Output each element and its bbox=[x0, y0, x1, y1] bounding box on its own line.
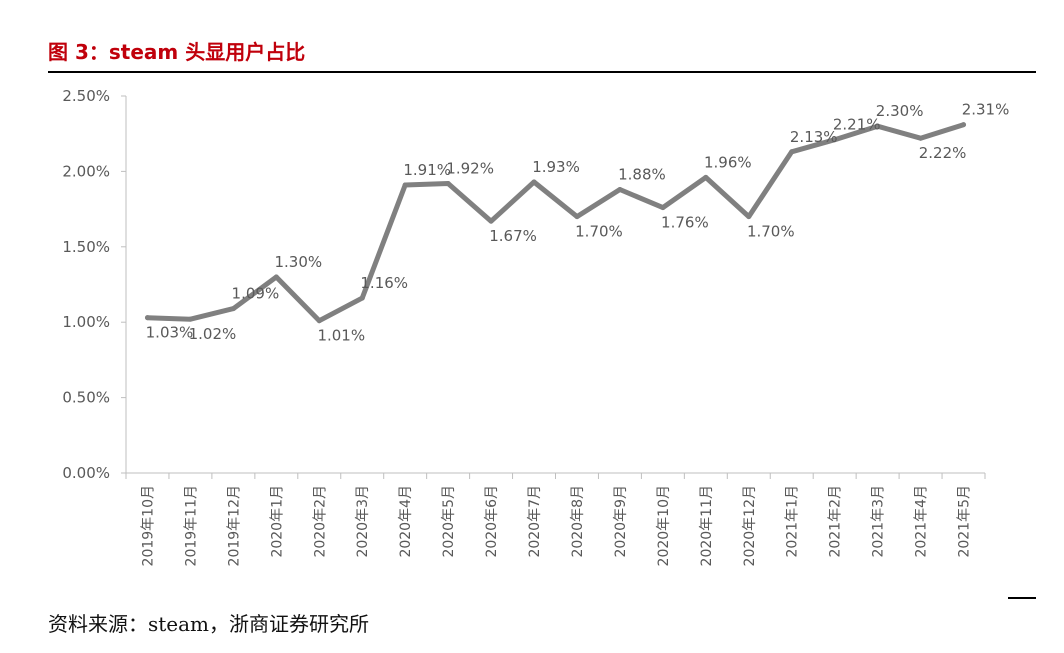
data-label: 1.93% bbox=[532, 158, 580, 176]
data-label: 1.02% bbox=[189, 325, 237, 343]
data-point bbox=[789, 149, 795, 155]
data-point bbox=[617, 186, 623, 192]
x-tick-label: 2019年11月 bbox=[183, 485, 199, 566]
data-point bbox=[273, 274, 279, 280]
x-tick-label: 2020年11月 bbox=[699, 485, 715, 566]
data-point bbox=[445, 180, 451, 186]
data-label: 1.92% bbox=[446, 159, 494, 177]
data-label: 2.30% bbox=[876, 102, 924, 120]
data-point bbox=[359, 295, 365, 301]
data-point bbox=[488, 218, 494, 224]
data-point bbox=[574, 214, 580, 220]
x-tick-label: 2021年4月 bbox=[914, 485, 930, 558]
data-point bbox=[746, 214, 752, 220]
x-tick-label: 2020年5月 bbox=[441, 485, 457, 558]
data-point bbox=[961, 122, 967, 128]
data-label: 1.88% bbox=[618, 165, 666, 183]
x-tick-label: 2020年2月 bbox=[312, 485, 328, 558]
data-label: 1.67% bbox=[489, 227, 537, 245]
x-tick-label: 2019年10月 bbox=[140, 485, 156, 566]
x-tick-label: 2020年6月 bbox=[484, 485, 500, 558]
figure-title: 图 3：steam 头显用户占比 bbox=[48, 40, 306, 64]
chart-axes bbox=[121, 95, 986, 479]
series-line bbox=[145, 122, 966, 324]
x-tick-label: 2020年7月 bbox=[527, 485, 543, 558]
x-tick-label: 2019年12月 bbox=[226, 485, 242, 566]
data-label: 1.96% bbox=[704, 153, 752, 171]
data-points bbox=[144, 122, 967, 324]
bottom-rule bbox=[1008, 597, 1036, 599]
data-label: 1.16% bbox=[360, 274, 408, 292]
y-tick-label: 2.00% bbox=[62, 162, 110, 180]
data-point bbox=[230, 306, 236, 312]
data-label: 2.13% bbox=[790, 128, 838, 146]
data-label: 1.01% bbox=[317, 327, 365, 345]
data-label: 1.30% bbox=[274, 253, 322, 271]
y-axis-tick-labels: 0.00% 0.50% 1.00% 1.50% 2.00% 2.50% bbox=[62, 87, 110, 482]
data-label: 1.91% bbox=[403, 161, 451, 179]
data-point bbox=[660, 205, 666, 211]
x-axis-tick-labels: 2019年10月 2019年11月 2019年12月 2020年1月 2020年2月 20… bbox=[140, 485, 972, 566]
y-tick-label: 0.00% bbox=[62, 464, 110, 482]
y-tick-label: 1.50% bbox=[62, 238, 110, 256]
data-label: 1.76% bbox=[661, 214, 709, 232]
x-tick-label: 2020年4月 bbox=[398, 485, 414, 558]
data-label: 1.70% bbox=[747, 223, 795, 241]
data-point bbox=[875, 123, 881, 129]
data-point bbox=[144, 315, 150, 321]
data-point bbox=[832, 137, 838, 143]
x-tick-label: 2020年3月 bbox=[355, 485, 371, 558]
data-labels: 1.03%1.02% 1.09% 1.30% 1.01% 1.16% 1.91%1.92%… bbox=[146, 101, 1010, 345]
source-note: 资料来源：steam，浙商证券研究所 bbox=[48, 612, 370, 636]
data-point bbox=[531, 179, 537, 185]
y-tick-label: 1.00% bbox=[62, 313, 110, 331]
data-point bbox=[187, 316, 193, 322]
line-chart: 0.00%0.50%1.00%1.50%2.00%2.50% 2019年10月 2… bbox=[62, 87, 1010, 566]
data-label: 1.03% bbox=[146, 324, 194, 342]
data-label: 2.21% bbox=[833, 116, 881, 134]
x-tick-label: 2020年10月 bbox=[656, 485, 672, 566]
data-label: 2.22% bbox=[919, 144, 967, 162]
data-point bbox=[402, 182, 408, 188]
x-tick-label: 2020年12月 bbox=[742, 485, 758, 566]
data-label: 1.70% bbox=[575, 223, 623, 241]
x-tick-label: 2020年8月 bbox=[570, 485, 586, 558]
data-point bbox=[703, 174, 709, 180]
x-tick-label: 2020年9月 bbox=[613, 485, 629, 558]
data-label: 1.09% bbox=[232, 285, 280, 303]
x-tick-label: 2021年1月 bbox=[785, 485, 801, 558]
y-tick-label: 2.50% bbox=[62, 87, 110, 105]
data-point bbox=[316, 318, 322, 324]
y-tick-label: 0.50% bbox=[62, 389, 110, 407]
data-point bbox=[918, 135, 924, 141]
x-tick-label: 2021年5月 bbox=[957, 485, 973, 558]
x-tick-label: 2021年2月 bbox=[828, 485, 844, 558]
x-tick-label: 2021年3月 bbox=[871, 485, 887, 558]
data-label: 2.31% bbox=[962, 101, 1010, 119]
x-tick-label: 2020年1月 bbox=[269, 485, 285, 558]
title-rule bbox=[48, 71, 1036, 73]
